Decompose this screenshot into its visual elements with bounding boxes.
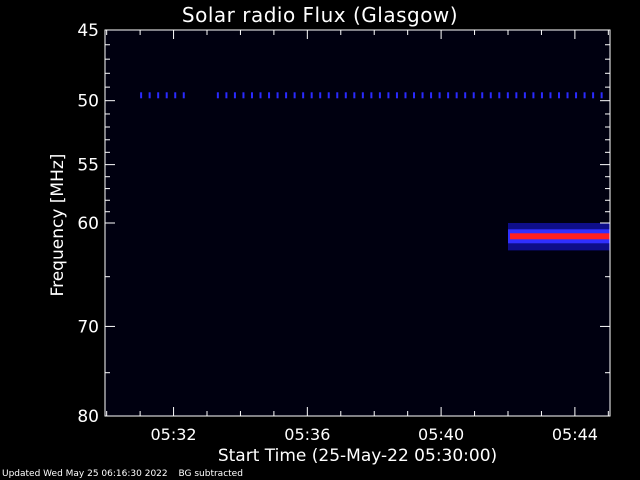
- interference-mark: [532, 92, 535, 99]
- interference-mark: [540, 92, 543, 99]
- bg-note: BG subtracted: [178, 469, 243, 479]
- updated-timestamp: Updated Wed May 25 06:16:30 2022: [2, 469, 168, 479]
- interference-mark: [276, 92, 279, 99]
- interference-mark: [455, 92, 458, 99]
- interference-mark: [370, 92, 373, 99]
- interference-mark: [353, 92, 356, 99]
- interference-mark: [592, 92, 595, 99]
- burst-band-peak: [509, 233, 610, 240]
- interference-mark: [395, 92, 398, 99]
- interference-mark: [387, 92, 390, 99]
- x-axis-label: Start Time (25-May-22 05:30:00): [217, 446, 498, 466]
- interference-mark: [242, 92, 245, 99]
- interference-mark: [302, 92, 305, 99]
- interference-mark: [464, 92, 467, 99]
- interference-mark: [566, 92, 569, 99]
- interference-mark: [506, 92, 509, 99]
- interference-mark: [216, 92, 219, 99]
- x-tick-label: 05:32: [151, 425, 197, 444]
- interference-mark: [430, 92, 433, 99]
- interference-mark: [233, 92, 236, 99]
- y-axis-label: Frequency [MHz]: [48, 153, 68, 297]
- interference-mark: [481, 92, 484, 99]
- interference-mark: [498, 92, 501, 99]
- x-tick-label: 05:36: [284, 425, 330, 444]
- interference-mark: [515, 92, 518, 99]
- y-tick-label: 60: [77, 214, 99, 234]
- interference-mark: [148, 92, 151, 99]
- interference-mark: [157, 92, 160, 99]
- interference-mark: [361, 92, 364, 99]
- y-tick-label: 55: [77, 156, 99, 176]
- interference-mark: [250, 92, 253, 99]
- interference-mark: [285, 92, 288, 99]
- x-tick-label: 05:44: [552, 425, 598, 444]
- interference-mark: [575, 92, 578, 99]
- interference-mark: [447, 92, 450, 99]
- interference-mark: [310, 92, 313, 99]
- interference-mark: [523, 92, 526, 99]
- interference-mark: [182, 92, 185, 99]
- y-tick-label: 70: [77, 317, 99, 337]
- interference-mark: [489, 92, 492, 99]
- interference-mark: [344, 92, 347, 99]
- interference-mark: [404, 92, 407, 99]
- chart-title: Solar radio Flux (Glasgow): [181, 3, 459, 27]
- interference-mark: [140, 92, 143, 99]
- interference-mark: [378, 92, 381, 99]
- interference-mark: [549, 92, 552, 99]
- footer: Updated Wed May 25 06:16:30 2022 BG subt…: [2, 469, 251, 479]
- interference-mark: [438, 92, 441, 99]
- interference-mark: [557, 92, 560, 99]
- y-tick-label: 50: [77, 92, 99, 112]
- interference-mark: [413, 92, 416, 99]
- y-tick-label: 45: [77, 21, 99, 41]
- interference-mark: [327, 92, 330, 99]
- interference-mark: [583, 92, 586, 99]
- interference-mark: [472, 92, 475, 99]
- interference-mark: [225, 92, 228, 99]
- interference-mark: [268, 92, 271, 99]
- interference-mark: [259, 92, 262, 99]
- interference-mark: [174, 92, 177, 99]
- interference-mark: [421, 92, 424, 99]
- y-tick-label: 80: [77, 407, 99, 427]
- x-tick-label: 05:40: [418, 425, 464, 444]
- interference-mark: [336, 92, 339, 99]
- interference-mark: [293, 92, 296, 99]
- interference-mark: [165, 92, 168, 99]
- interference-mark: [600, 92, 603, 99]
- interference-mark: [319, 92, 322, 99]
